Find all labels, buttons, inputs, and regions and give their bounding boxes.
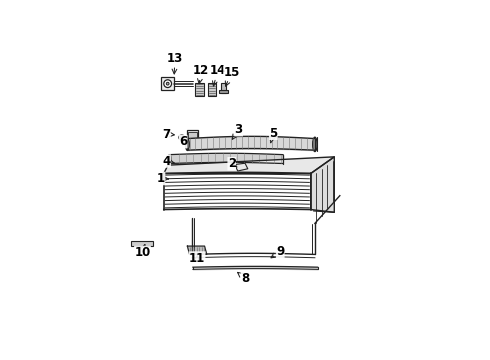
- Text: 10: 10: [134, 244, 150, 259]
- Bar: [219, 90, 227, 93]
- Text: 5: 5: [269, 127, 277, 143]
- Bar: [188, 132, 196, 142]
- Bar: [161, 77, 174, 90]
- Bar: [220, 84, 226, 93]
- Bar: [130, 240, 153, 246]
- Text: 13: 13: [167, 52, 183, 74]
- Polygon shape: [311, 157, 334, 212]
- Text: 1: 1: [157, 172, 169, 185]
- Bar: [208, 82, 216, 96]
- Text: 15: 15: [223, 66, 240, 86]
- Text: 9: 9: [271, 245, 284, 258]
- Ellipse shape: [185, 139, 189, 150]
- Bar: [187, 130, 198, 144]
- Text: 6: 6: [179, 135, 188, 148]
- Text: 3: 3: [232, 123, 243, 139]
- Ellipse shape: [166, 82, 169, 85]
- Text: 4: 4: [163, 154, 174, 167]
- Text: 8: 8: [238, 272, 249, 285]
- Ellipse shape: [179, 135, 185, 140]
- Ellipse shape: [313, 137, 317, 152]
- Ellipse shape: [164, 80, 171, 87]
- Ellipse shape: [168, 155, 171, 163]
- Ellipse shape: [180, 136, 183, 139]
- Bar: [195, 82, 204, 96]
- Text: 12: 12: [193, 64, 209, 84]
- Polygon shape: [164, 157, 334, 174]
- Text: 11: 11: [189, 252, 205, 265]
- Text: 7: 7: [163, 128, 174, 141]
- Polygon shape: [187, 246, 207, 255]
- Text: 2: 2: [228, 157, 237, 170]
- Polygon shape: [237, 166, 243, 169]
- Polygon shape: [235, 163, 248, 171]
- Text: 14: 14: [210, 64, 226, 86]
